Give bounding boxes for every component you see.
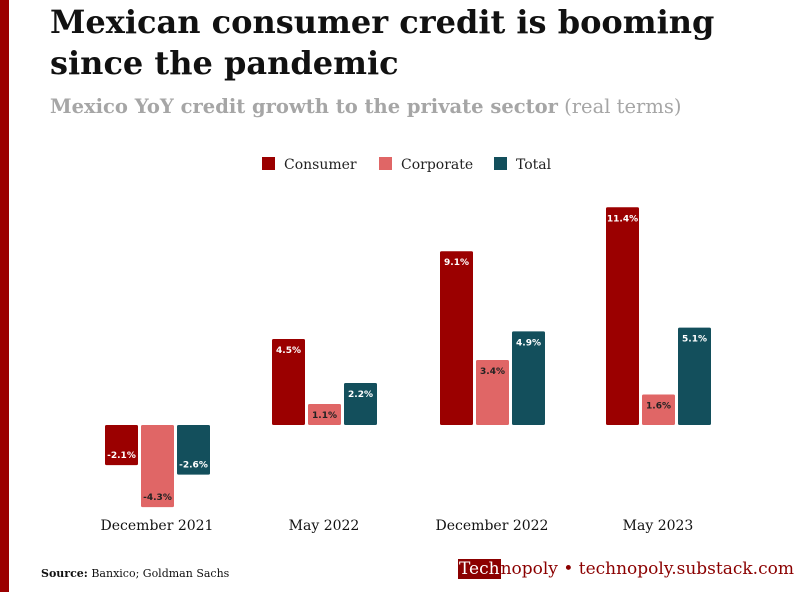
data-label-total-december-2022: 4.9%	[516, 338, 541, 348]
brand-separator: •	[563, 559, 574, 579]
subtitle-qualifier: (real terms)	[564, 95, 682, 118]
bar-total-december-2021	[177, 425, 210, 475]
data-label-consumer-december-2022: 9.1%	[444, 258, 469, 268]
bar-total-may-2023	[678, 327, 711, 425]
data-label-corporate-december-2021: -4.3%	[143, 493, 172, 503]
data-label-corporate-december-2022: 3.4%	[480, 367, 505, 377]
data-label-total-december-2021: -2.6%	[179, 461, 208, 471]
brand-name-rest: nopoly	[500, 559, 558, 579]
bar-corporate-may-2022	[308, 403, 341, 425]
bar-consumer-december-2022	[440, 251, 473, 425]
legend-label-consumer: Consumer	[284, 157, 357, 173]
bar-corporate-december-2022	[476, 360, 509, 425]
data-label-consumer-may-2023: 11.4%	[607, 214, 638, 224]
data-label-corporate-may-2023: 1.6%	[646, 401, 671, 411]
chart-subtitle: Mexico YoY credit growth to the private …	[50, 95, 790, 118]
legend-swatch-corporate	[379, 157, 392, 170]
legend-swatch-consumer	[262, 157, 275, 170]
bar-corporate-december-2021	[141, 425, 174, 508]
legend-label-total: Total	[516, 157, 552, 173]
x-tick-label-may-2023: May 2023	[623, 518, 694, 534]
bar-corporate-may-2023	[642, 394, 675, 425]
page-title: Mexican consumer credit is booming since…	[50, 3, 715, 82]
brand-highlight: Tech	[458, 559, 501, 579]
source-text: Banxico; Goldman Sachs	[91, 567, 230, 580]
legend-swatch-total	[494, 157, 507, 170]
bar-total-december-2022	[512, 331, 545, 425]
bar-consumer-december-2021	[105, 425, 138, 466]
data-label-consumer-may-2022: 4.5%	[276, 346, 301, 356]
source-label: Source:	[41, 567, 88, 580]
x-tick-label-december-2021: December 2021	[101, 518, 214, 534]
accent-bar	[0, 0, 9, 592]
data-label-corporate-may-2022: 1.1%	[312, 411, 337, 421]
brand-url: technopoly.substack.com	[578, 559, 794, 579]
legend-label-corporate: Corporate	[401, 157, 473, 173]
bar-consumer-may-2023	[606, 207, 639, 425]
data-label-total-may-2022: 2.2%	[348, 390, 373, 400]
x-tick-label-december-2022: December 2022	[436, 518, 549, 534]
subtitle-main: Mexico YoY credit growth to the private …	[50, 95, 558, 118]
source-note: Source: Banxico; Goldman Sachs	[41, 567, 229, 580]
brand-footer: Technopoly • technopoly.substack.com	[458, 559, 794, 579]
bar-total-may-2022	[344, 382, 377, 425]
data-label-consumer-december-2021: -2.1%	[107, 451, 136, 461]
x-tick-label-may-2022: May 2022	[289, 518, 360, 534]
data-label-total-may-2023: 5.1%	[682, 335, 707, 345]
bar-consumer-may-2022	[272, 339, 305, 425]
